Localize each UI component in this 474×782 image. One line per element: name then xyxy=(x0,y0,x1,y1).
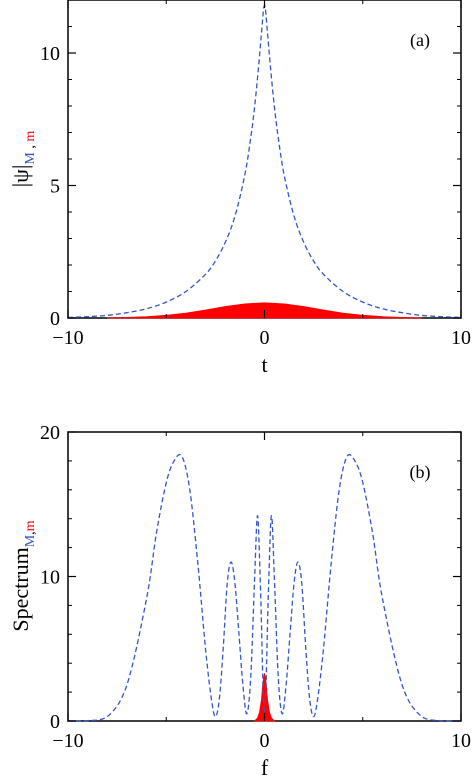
panel-label-b: (b) xyxy=(410,462,431,483)
x-tick-label-b-2: 10 xyxy=(451,730,471,752)
panel-label-a: (a) xyxy=(410,30,430,51)
y-axis-label-b-sub-sep: , xyxy=(23,531,38,535)
y-axis-label-a-sub-m: m xyxy=(23,131,38,142)
x-tick-label-a-1: 0 xyxy=(260,327,270,349)
x-tick-label-a-2: 10 xyxy=(451,327,471,349)
y-tick-label-b-1: 10 xyxy=(40,567,60,589)
x-axis-label-a: t xyxy=(261,352,267,377)
y-tick-label-b-2: 20 xyxy=(40,422,60,444)
y-axis-label-a: |ψ|M , m xyxy=(8,131,38,188)
y-axis-label-b: SpectrumM,m xyxy=(8,520,38,631)
plot-frame-a xyxy=(67,0,462,319)
y-axis-label-b-main: Spectrum xyxy=(8,547,33,631)
series-a-0-line xyxy=(67,4,462,319)
y-axis-label-b-sub-m: m xyxy=(23,520,38,531)
y-tick-label-a-0: 0 xyxy=(50,308,60,330)
y-axis-label-a-main: |ψ| xyxy=(8,165,33,188)
series-b-1-area xyxy=(253,673,276,722)
x-axis-label-b: f xyxy=(261,755,269,780)
x-tick-label-a-0: −10 xyxy=(52,327,83,349)
y-tick-label-b-0: 0 xyxy=(50,711,60,733)
x-tick-label-b-0: −10 xyxy=(52,730,83,752)
y-tick-label-a-1: 5 xyxy=(50,176,60,198)
y-axis-label-b-sub-M: M xyxy=(23,534,38,547)
x-tick-label-b-1: 0 xyxy=(260,730,270,752)
y-axis-label-a-sub-M: M xyxy=(23,152,38,165)
y-axis-label-a-sub-sep: , xyxy=(23,142,38,153)
y-tick-label-a-2: 10 xyxy=(40,43,60,65)
